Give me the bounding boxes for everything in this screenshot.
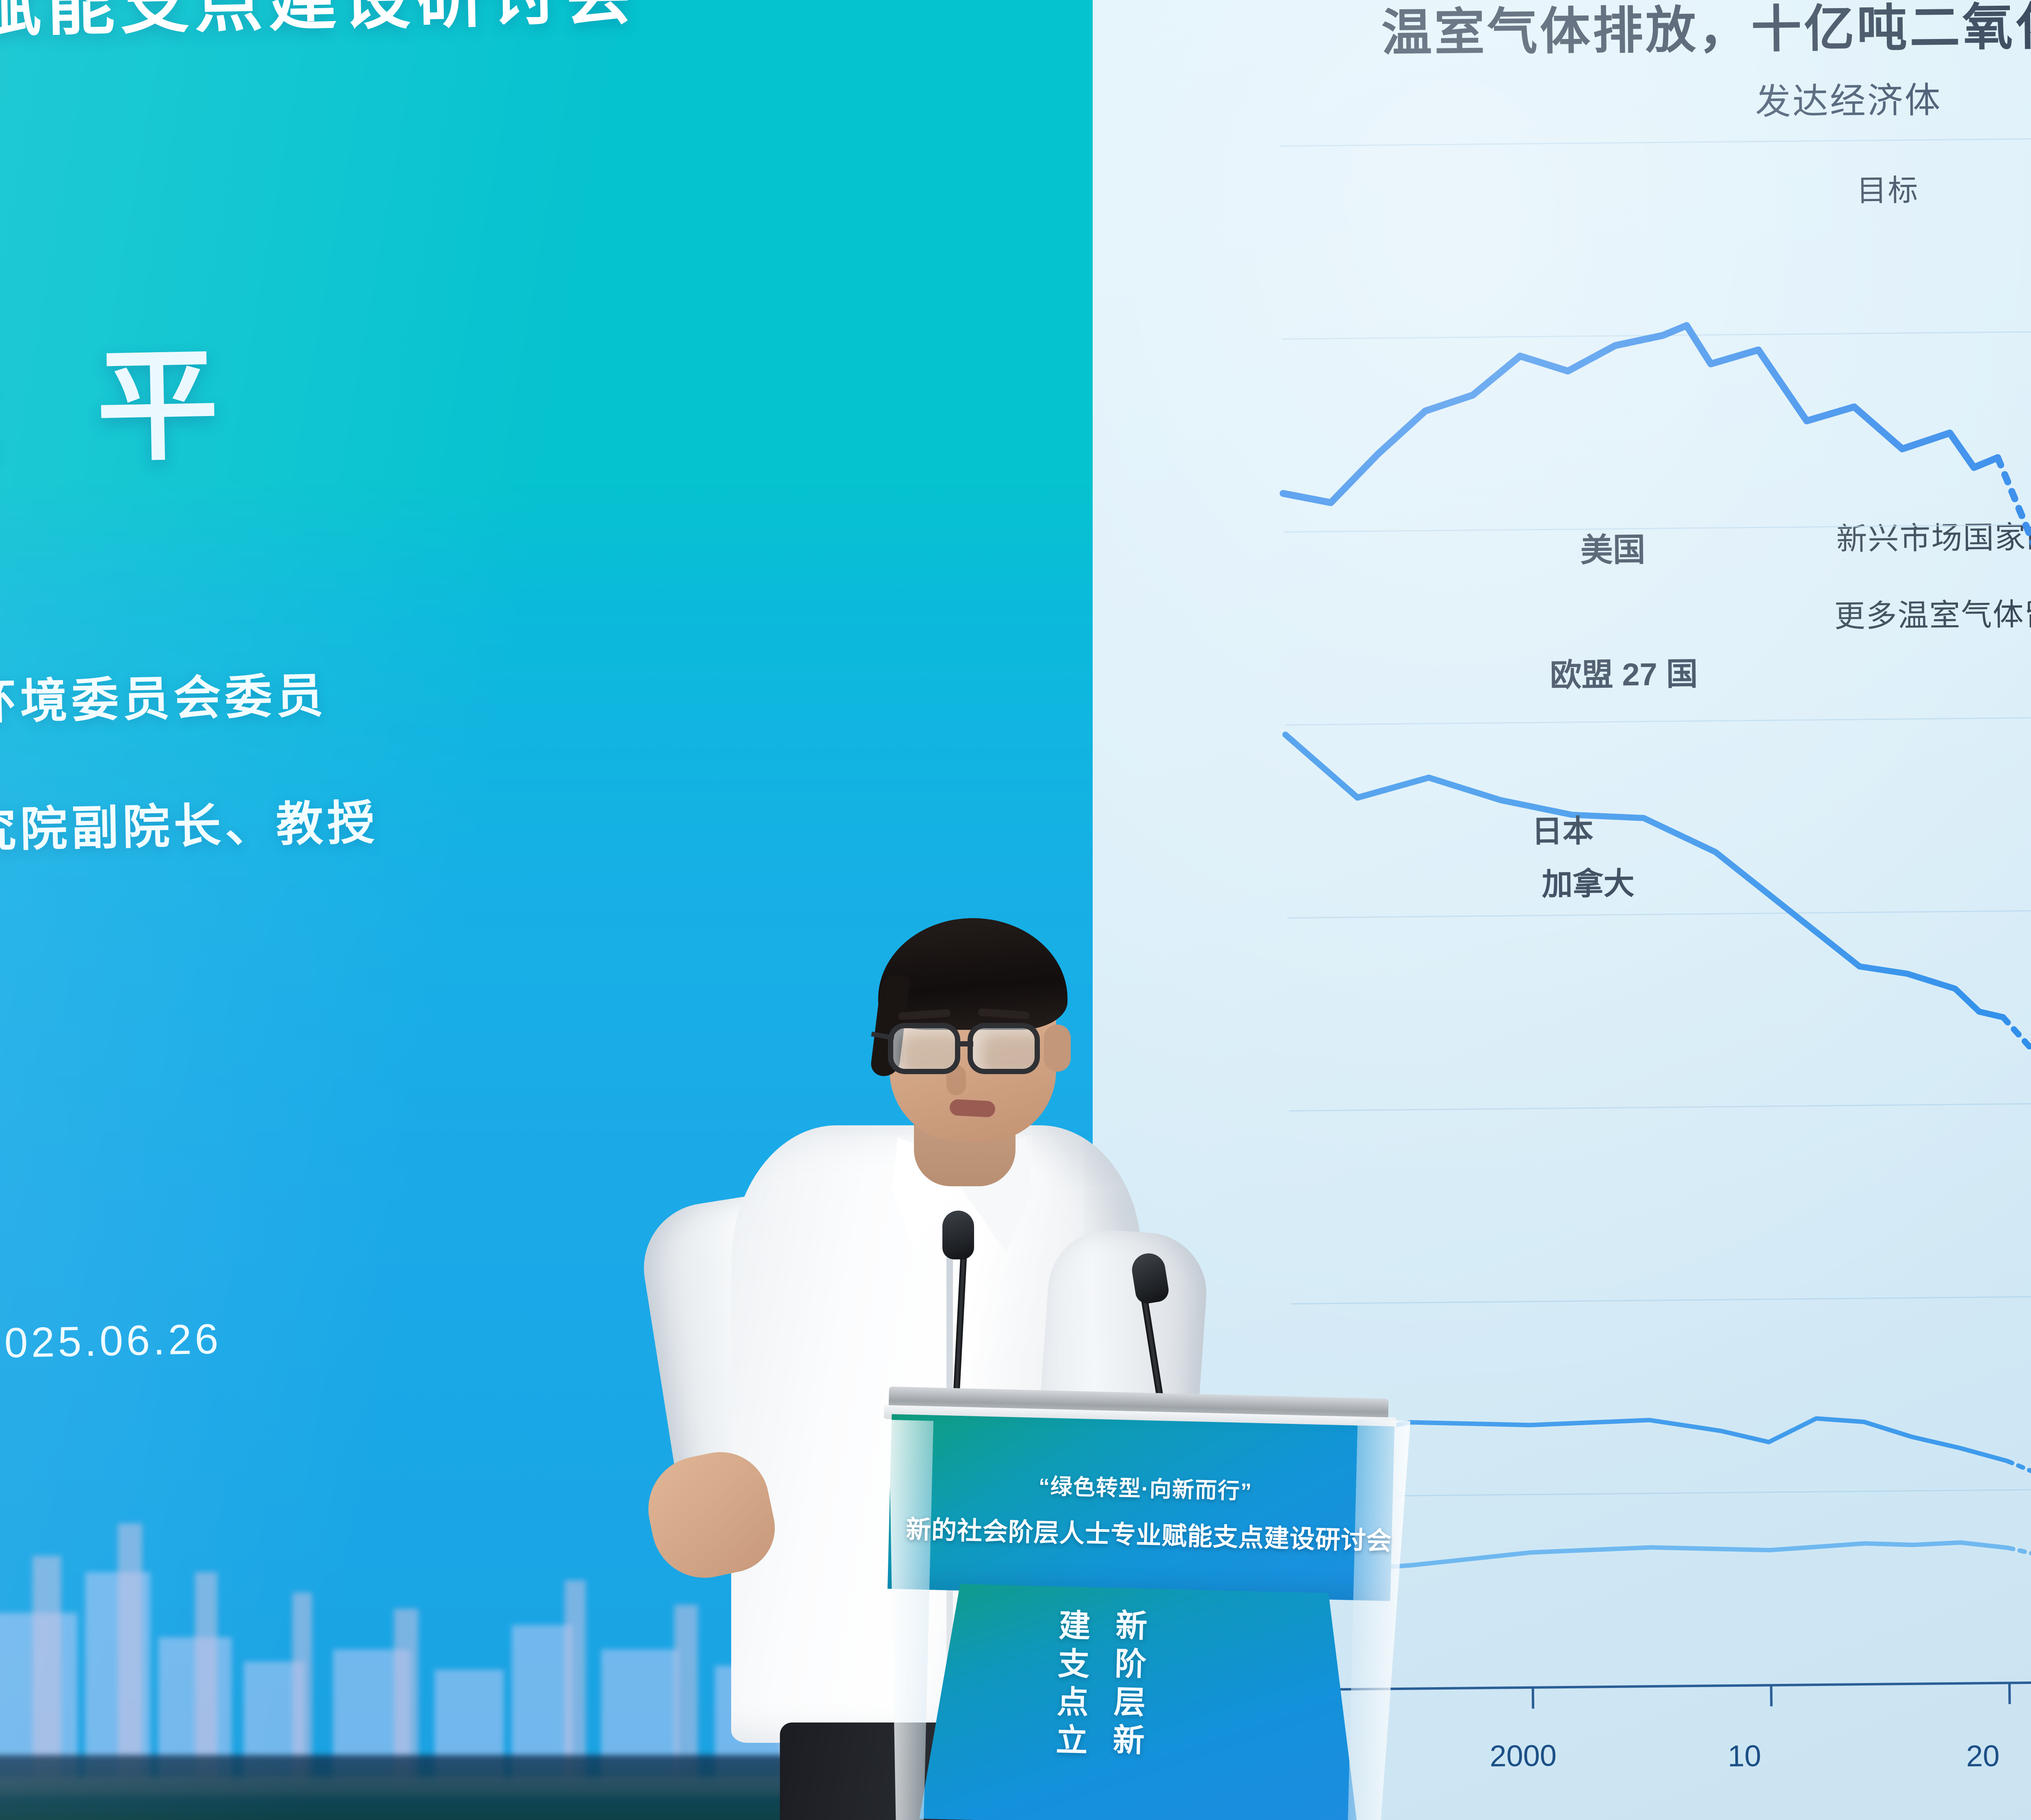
x-tick-10: 10 bbox=[1728, 1739, 1762, 1773]
series-label-japan: 日本 bbox=[1531, 814, 1594, 849]
eyeglasses-lens-right bbox=[968, 1023, 1040, 1074]
x-tick-20: 20 bbox=[1966, 1739, 2000, 1773]
backdrop-role-line-1: 资源环境委员会委员 bbox=[0, 669, 328, 731]
series-label-usa: 美国 bbox=[1580, 531, 1646, 568]
ear-right bbox=[1044, 1025, 1071, 1072]
eyeglasses-lens-left bbox=[888, 1023, 960, 1074]
microphone-1-capsule bbox=[942, 1211, 974, 1259]
backdrop-date: / 2025.06.26 bbox=[0, 1315, 222, 1368]
lectern-edge-left bbox=[879, 1420, 933, 1820]
series-label-canada: 加拿大 bbox=[1542, 866, 1635, 902]
event-backdrop: 赋能支点建设研讨会 永 平 资源环境委员会委员 理研究院副院长、教授 / 202… bbox=[0, 0, 1093, 1820]
backdrop-speaker-name: 永 平 bbox=[0, 336, 253, 480]
backdrop-role-line-2: 理研究院副院长、教授 bbox=[0, 796, 379, 859]
series-label-eu27: 欧盟 27 国 bbox=[1550, 656, 1698, 693]
emissions-line-chart bbox=[1263, 108, 2031, 1759]
lectern-sign-panel bbox=[887, 1414, 1395, 1601]
lectern: “绿色转型·向新而行” 新的社会阶层人士专业赋能支点建设研讨会 新阶层新 建支点… bbox=[845, 1386, 1414, 1820]
backdrop-event-title: 赋能支点建设研讨会 bbox=[0, 0, 639, 45]
eyeglasses-bridge bbox=[959, 1041, 973, 1046]
mouth bbox=[949, 1099, 996, 1118]
lectern-vertical-text-left: 建支点立 bbox=[1051, 1608, 1091, 1762]
city-skyline-graphic bbox=[0, 1523, 1093, 1820]
lectern-vertical-text-right: 新阶层新 bbox=[1108, 1608, 1148, 1762]
slide-title: 温室气体排放，十亿吨二氧化碳当量 bbox=[1381, 0, 2031, 61]
x-tick-2000: 2000 bbox=[1489, 1738, 1557, 1773]
chart-canvas bbox=[1280, 132, 2031, 1711]
